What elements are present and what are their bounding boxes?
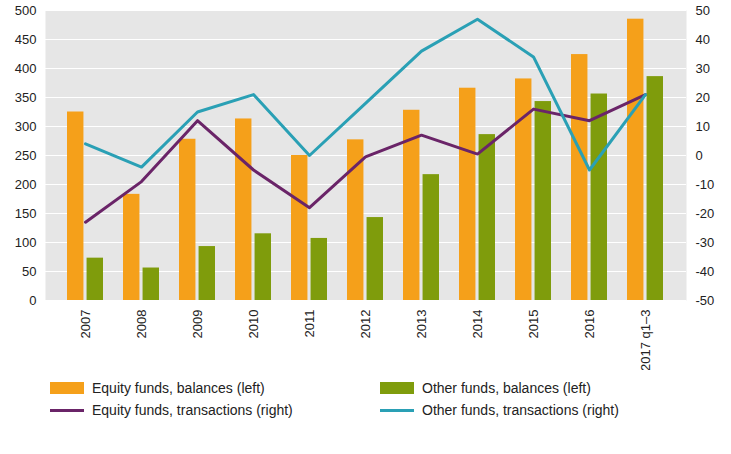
svg-text:250: 250 <box>15 148 37 163</box>
svg-text:300: 300 <box>15 119 37 134</box>
svg-text:2009: 2009 <box>190 310 205 339</box>
svg-text:2016: 2016 <box>582 310 597 339</box>
html-text:Equity funds, transactions (ri: Equity funds, transactions (right) <box>92 402 293 418</box>
svg-text:450: 450 <box>15 32 37 47</box>
svg-text:2010: 2010 <box>246 310 261 339</box>
html-text:Other funds, transactions (rig: Other funds, transactions (right) <box>422 402 619 418</box>
svg-text:2014: 2014 <box>470 310 485 339</box>
svg-text:400: 400 <box>15 61 37 76</box>
svg-text:150: 150 <box>15 206 37 221</box>
svg-text:350: 350 <box>15 90 37 105</box>
html-text:Equity funds, balances (left): Equity funds, balances (left) <box>92 380 265 396</box>
svg-text:2013: 2013 <box>414 310 429 339</box>
svg-text:-30: -30 <box>696 235 715 250</box>
svg-text:2008: 2008 <box>134 310 149 339</box>
svg-text:-40: -40 <box>696 264 715 279</box>
svg-text:2015: 2015 <box>526 310 541 339</box>
svg-text:50: 50 <box>22 264 36 279</box>
svg-text:50: 50 <box>696 3 710 18</box>
svg-text:100: 100 <box>15 235 37 250</box>
svg-text:2011: 2011 <box>302 310 317 338</box>
html-text:Other funds, balances (left): Other funds, balances (left) <box>422 380 591 396</box>
svg-text:-10: -10 <box>696 177 715 192</box>
svg-text:-20: -20 <box>696 206 715 221</box>
svg-text:500: 500 <box>15 3 37 18</box>
svg-text:0: 0 <box>696 148 703 163</box>
svg-text:200: 200 <box>15 177 37 192</box>
svg-text:40: 40 <box>696 32 710 47</box>
svg-text:0: 0 <box>29 293 36 308</box>
svg-text:2007: 2007 <box>78 310 93 339</box>
svg-text:10: 10 <box>696 119 710 134</box>
svg-text:-50: -50 <box>696 293 715 308</box>
svg-text:20: 20 <box>696 90 710 105</box>
svg-text:30: 30 <box>696 61 710 76</box>
svg-text:2012: 2012 <box>358 310 373 339</box>
svg-text:2017 q1–3: 2017 q1–3 <box>638 310 653 371</box>
